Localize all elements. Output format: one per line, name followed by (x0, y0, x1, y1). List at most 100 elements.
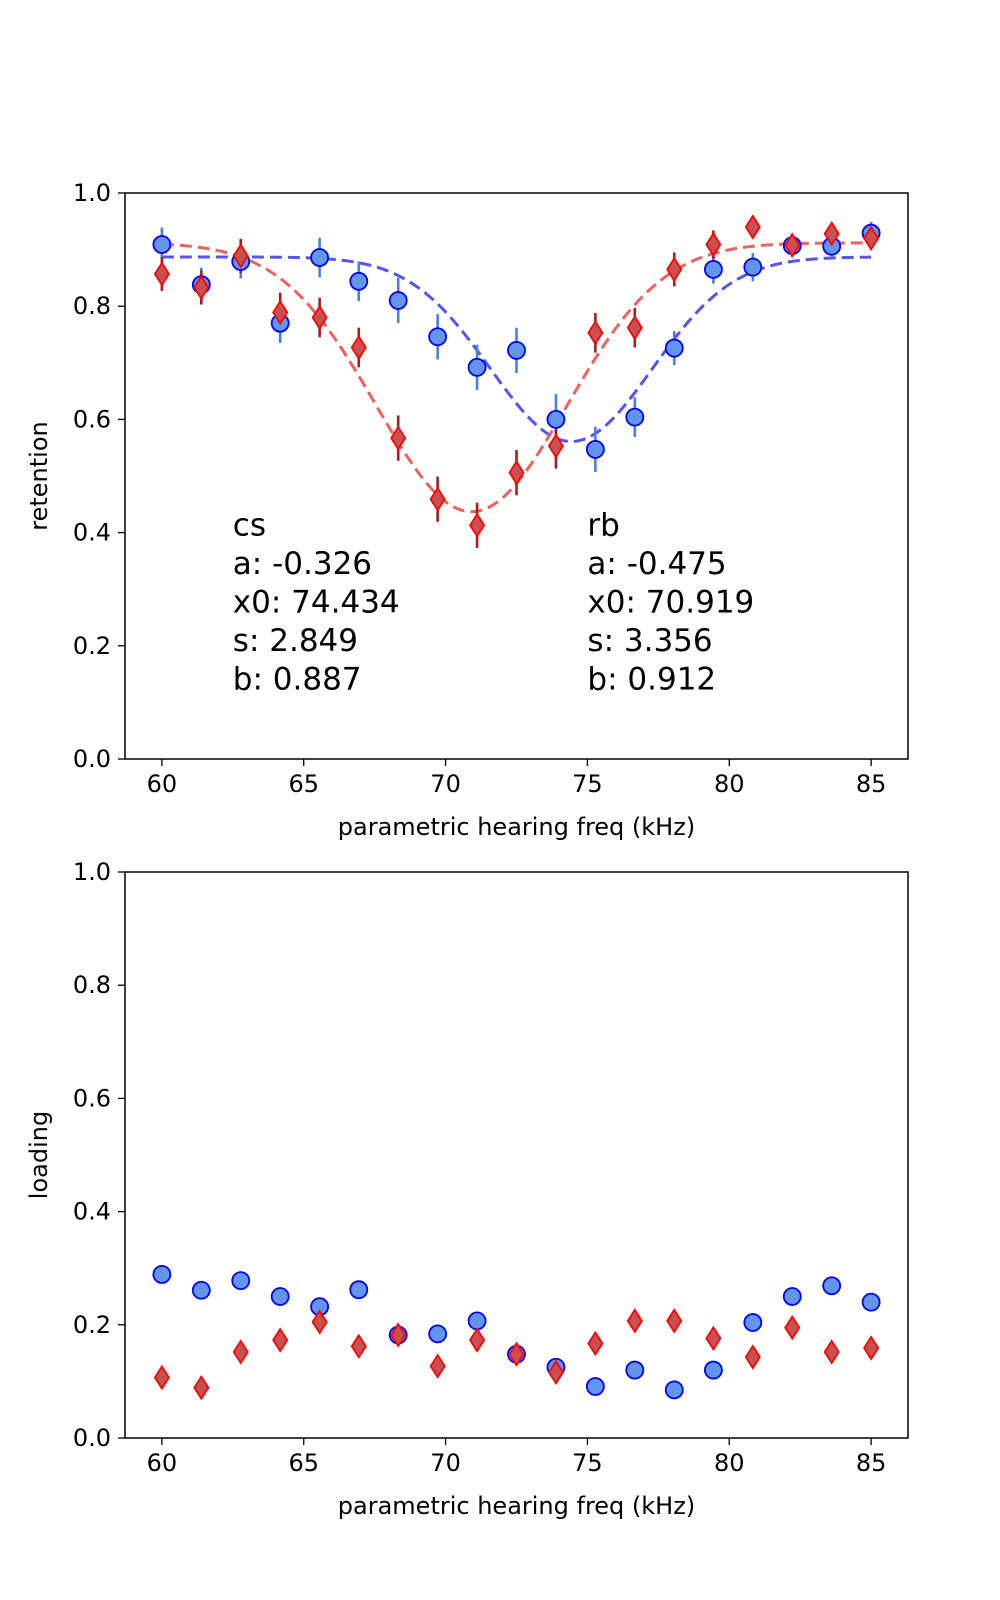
fit-params-text: b: 0.912 (587, 661, 716, 697)
diamond-marker (390, 425, 407, 451)
circle-marker (743, 1313, 763, 1332)
diamond-marker (863, 1335, 880, 1361)
fit-params-text: s: 2.849 (233, 623, 358, 659)
circle-marker (703, 260, 723, 279)
y-tick-label: 0.0 (73, 745, 111, 773)
diamond-marker (508, 459, 525, 486)
circle-marker (349, 1280, 369, 1300)
circle-marker (428, 327, 448, 347)
y-tick-label: 0.4 (73, 1198, 111, 1226)
diamond-marker (587, 1330, 604, 1357)
circle-marker (231, 1271, 251, 1291)
diamond-marker (784, 1314, 801, 1341)
y-tick-label: 0.2 (73, 1311, 111, 1339)
diamond-marker (153, 1364, 170, 1391)
fit-params-text: cs (233, 507, 266, 543)
x-tick-label: 85 (856, 770, 887, 798)
circle-marker (467, 357, 487, 377)
x-tick-label: 75 (572, 770, 603, 798)
circle-marker (585, 439, 605, 459)
plot-frame (124, 192, 909, 760)
diamond-marker (193, 274, 210, 301)
x-tick-label: 70 (430, 1449, 461, 1477)
y-axis-label: retention (25, 421, 53, 530)
x-tick-label: 85 (856, 1449, 887, 1477)
x-tick-label: 70 (430, 770, 461, 798)
y-tick-label: 0.8 (73, 971, 111, 999)
y-tick-label: 0.6 (73, 1084, 111, 1112)
x-tick-label: 75 (572, 1449, 603, 1477)
diamond-marker (311, 1309, 328, 1335)
diamond-marker (468, 512, 486, 538)
x-tick-label: 60 (147, 770, 178, 798)
diamond-marker (508, 1341, 525, 1367)
circle-marker (703, 1360, 723, 1380)
y-tick-label: 0.2 (73, 632, 111, 660)
circle-marker (625, 407, 645, 427)
circle-marker (152, 235, 172, 254)
circle-marker (625, 1360, 645, 1380)
circle-marker (467, 1311, 487, 1331)
diamond-marker (547, 1359, 565, 1386)
circle-marker (349, 271, 369, 291)
retention-panel: 60 65 70 75 80 85 0.0 0.2 0.4 0.6 0.8 1.0 parametric… (25, 179, 909, 841)
loading-panel: 60 65 70 75 80 85 0.0 0.2 0.4 0.6 0.8 1.0 parametric… (25, 858, 909, 1520)
circle-marker (270, 1287, 290, 1306)
fit-curve-series-0 (161, 255, 872, 443)
diamond-marker (823, 221, 840, 247)
x-tick-label: 80 (714, 1449, 745, 1477)
circle-marker (861, 1292, 881, 1312)
diamond-marker (193, 1374, 210, 1401)
x-tick-label: 60 (147, 1449, 178, 1477)
circle-marker (310, 248, 330, 267)
fit-params-text: s: 3.356 (587, 623, 712, 659)
diamond-marker (705, 231, 722, 258)
diamond-marker (744, 214, 761, 240)
diamond-marker (429, 486, 446, 512)
y-tick-label: 0.8 (73, 292, 111, 320)
circle-marker (664, 338, 684, 358)
x-axis-label: parametric hearing freq (kHz) (338, 813, 695, 841)
y-tick-label: 0.6 (73, 405, 111, 433)
diamond-marker (350, 1333, 367, 1359)
circle-marker (191, 1280, 211, 1300)
fit-params-text: a: -0.326 (233, 546, 372, 582)
circle-marker (428, 1324, 448, 1344)
y-tick-label: 0.4 (73, 519, 111, 547)
circle-marker (743, 257, 763, 277)
fit-params-text: b: 0.887 (233, 661, 362, 697)
diamond-marker (666, 256, 683, 283)
x-tick-label: 65 (288, 1449, 319, 1477)
diamond-marker (863, 225, 880, 251)
circle-marker (782, 1287, 802, 1306)
diamond-marker (311, 304, 328, 331)
diamond-marker (705, 1325, 722, 1352)
diamond-marker (232, 243, 249, 269)
x-tick-label: 80 (714, 770, 745, 798)
diamond-marker (272, 1327, 289, 1353)
y-tick-label: 1.0 (73, 179, 111, 207)
circle-marker (507, 340, 526, 360)
y-tick-label: 1.0 (73, 858, 111, 886)
fit-params-text: x0: 74.434 (233, 584, 400, 620)
plot-frame (124, 871, 909, 1439)
diamond-marker (350, 334, 367, 361)
y-tick-label: 0.0 (73, 1424, 111, 1452)
diamond-marker (784, 232, 801, 258)
circle-marker (585, 1377, 605, 1396)
diamond-marker (626, 315, 643, 341)
fit-params-text: a: -0.475 (587, 546, 726, 582)
diamond-marker (587, 320, 604, 346)
diamond-marker (153, 261, 170, 287)
circle-marker (822, 1276, 842, 1296)
diamond-marker (666, 1308, 683, 1334)
x-tick-label: 65 (288, 770, 319, 798)
y-axis-label: loading (25, 1111, 53, 1199)
x-axis-label: parametric hearing freq (kHz) (338, 1492, 695, 1520)
fit-params-text: rb (587, 507, 619, 543)
circle-marker (388, 291, 408, 310)
diamond-marker (390, 1322, 407, 1348)
circle-marker (546, 409, 566, 429)
circle-marker (152, 1265, 172, 1284)
